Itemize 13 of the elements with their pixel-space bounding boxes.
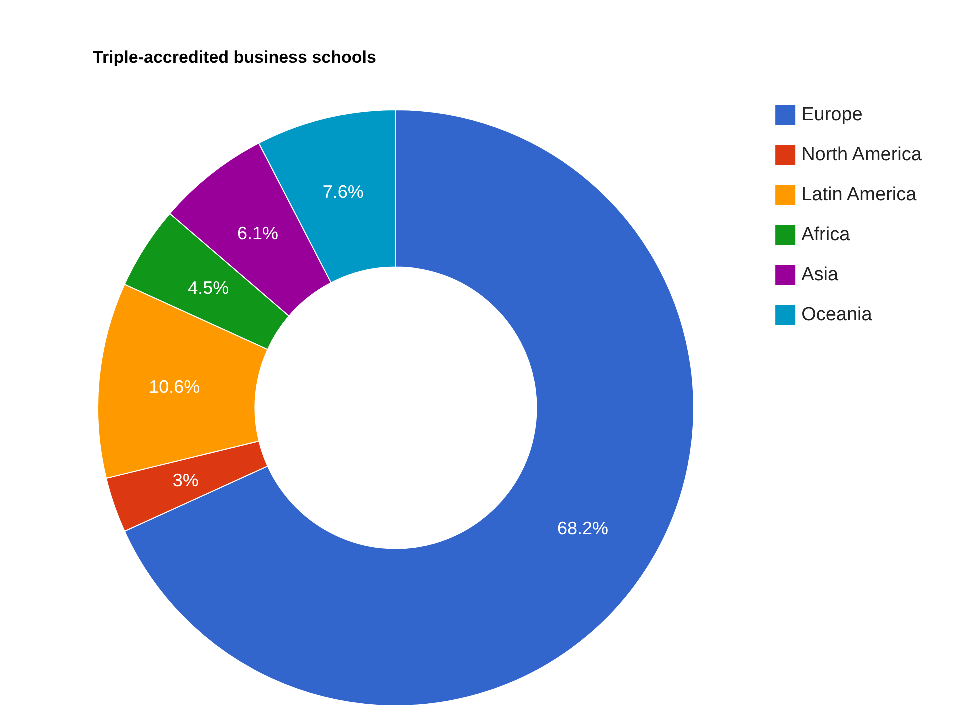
- legend-label: Latin America: [802, 184, 918, 206]
- data-label: 4.5%: [188, 278, 230, 298]
- legend-label: Asia: [802, 264, 839, 286]
- legend-label: Oceania: [802, 304, 873, 326]
- legend-label: Africa: [802, 224, 851, 246]
- data-label: 3%: [172, 470, 199, 491]
- chart-title: Triple-accredited business schools: [93, 48, 376, 67]
- data-label: 7.6%: [322, 182, 364, 202]
- legend-label: North America: [802, 144, 922, 166]
- legend-label: Europe: [802, 104, 863, 126]
- data-label: 68.2%: [558, 518, 609, 538]
- data-label: 10.6%: [149, 377, 200, 398]
- data-label: 6.1%: [238, 224, 279, 244]
